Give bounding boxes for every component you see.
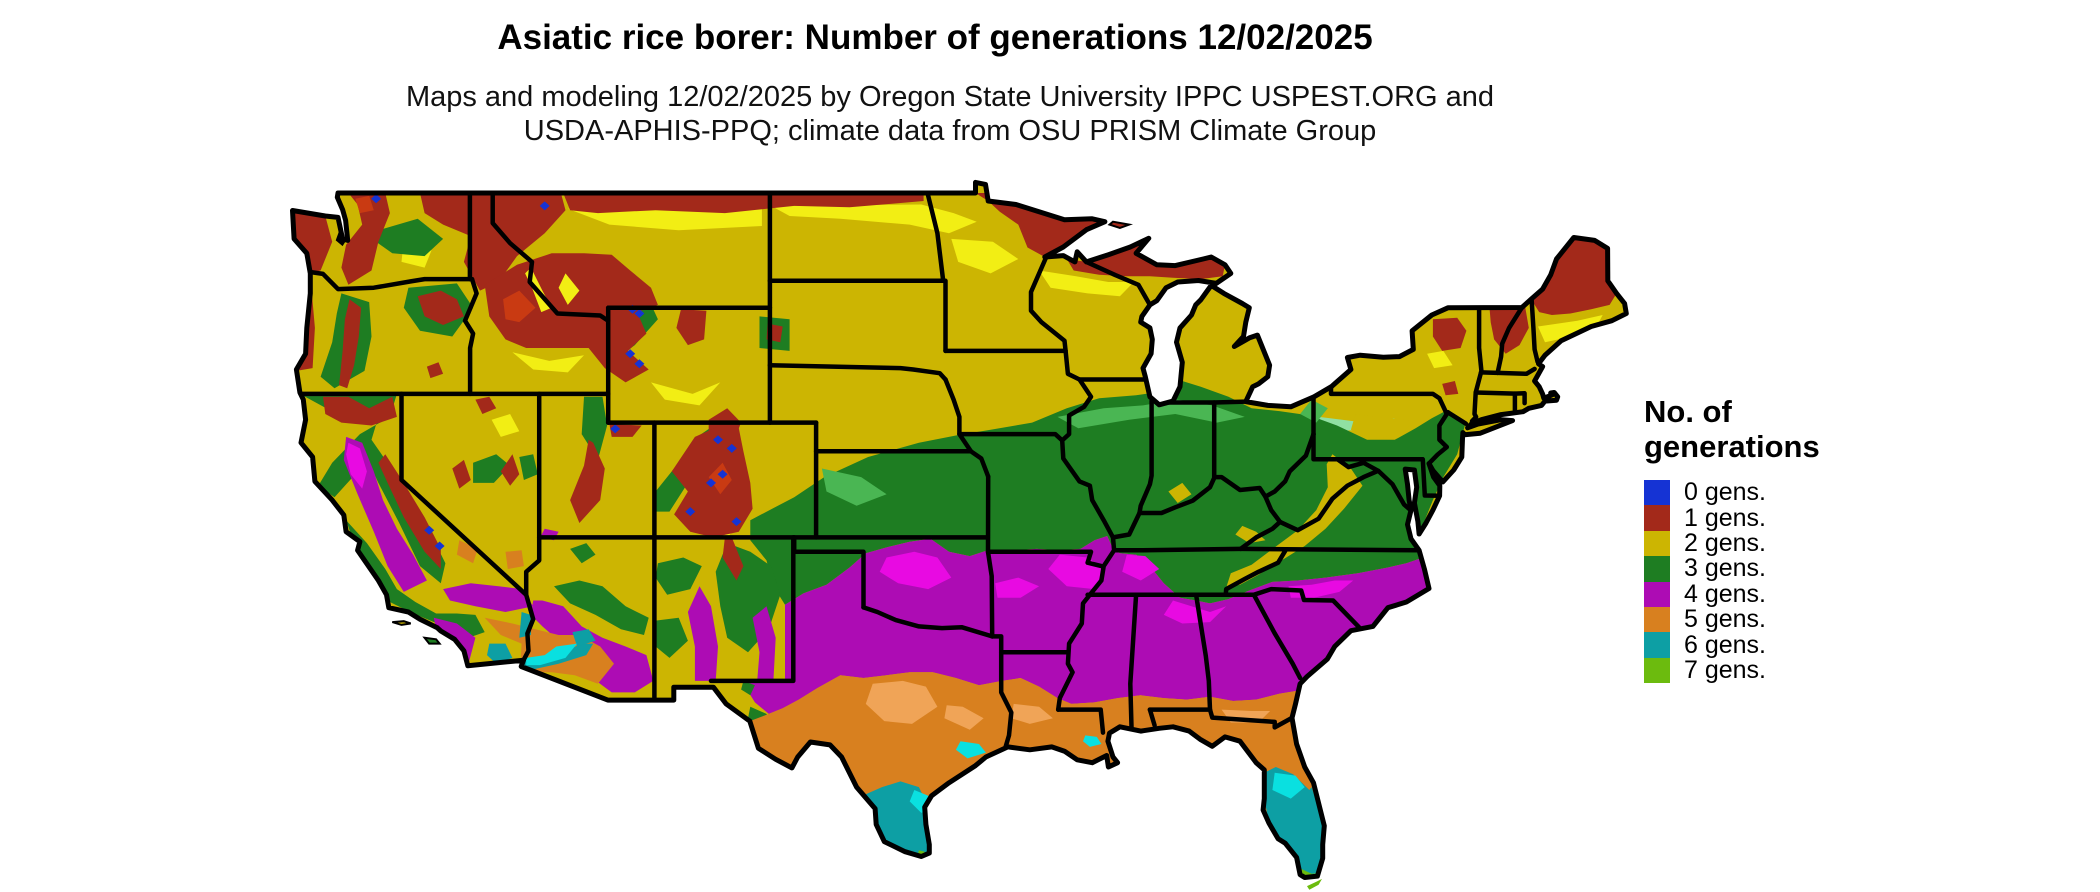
legend-item-5: 5 gens. <box>1644 605 1820 634</box>
zero-gens-dot <box>685 507 696 517</box>
legend-title: No. of generations <box>1644 394 1820 464</box>
legend-swatch-7 <box>1644 657 1670 684</box>
us-outline <box>290 179 1629 880</box>
legend-item-6: 6 gens. <box>1644 630 1820 659</box>
page-subtitle-line2: USDA-APHIS-PPQ; climate data from OSU PR… <box>523 115 1377 147</box>
page-subtitle: Maps and modeling 12/02/2025 by Oregon S… <box>0 80 1900 148</box>
legend-item-2: 2 gens. <box>1644 528 1820 557</box>
legend-swatch-1 <box>1644 505 1670 531</box>
island <box>392 620 412 626</box>
legend-swatch-6 <box>1644 632 1670 658</box>
legend-title-line2: generations <box>1644 429 1820 464</box>
legend-label-5: 5 gens. <box>1684 605 1767 634</box>
legend-swatch-3 <box>1644 556 1670 582</box>
map-fill-layers <box>292 182 1627 878</box>
island <box>1307 878 1322 890</box>
zero-gens-dot <box>424 525 435 535</box>
zero-gens-dot <box>634 359 645 369</box>
page-subtitle-line1: Maps and modeling 12/02/2025 by Oregon S… <box>405 81 1495 113</box>
legend-swatch-0 <box>1644 480 1670 506</box>
legend-swatch-4 <box>1644 581 1670 607</box>
legend-item-3: 3 gens. <box>1644 554 1820 583</box>
legend-item-7: 7 gens. <box>1644 655 1820 684</box>
zero-gens-dot <box>726 443 737 453</box>
zero-gens-dot <box>717 469 728 479</box>
legend-swatch-2 <box>1644 530 1670 557</box>
legend-label-0: 0 gens. <box>1684 478 1767 507</box>
zero-gens-dot <box>634 309 645 318</box>
legend-label-3: 3 gens. <box>1684 554 1767 583</box>
legend-label-7: 7 gens. <box>1684 655 1767 684</box>
legend-item-4: 4 gens. <box>1644 579 1820 608</box>
zero-gens-dot <box>371 194 382 204</box>
zero-gens-dot <box>625 349 636 359</box>
legend-item-1: 1 gens. <box>1644 503 1820 532</box>
zero-gens-dot <box>706 478 716 488</box>
legend-item-0: 0 gens. <box>1644 478 1820 507</box>
legend-label-6: 6 gens. <box>1684 630 1767 659</box>
zero-gens-dot <box>610 424 621 434</box>
island <box>1107 220 1134 230</box>
zero-gens-dot <box>434 541 445 551</box>
legend-label-1: 1 gens. <box>1684 503 1767 532</box>
zero-gens-dot <box>539 201 550 211</box>
legend-label-4: 4 gens. <box>1684 579 1767 608</box>
legend-items: 0 gens. 1 gens. 2 gens. 3 gens. 4 gens. 5 gen… <box>1644 478 1820 684</box>
zero-gens-dot <box>713 435 723 445</box>
page-title: Asiatic rice borer: Number of generation… <box>497 18 1373 57</box>
zero-gens-dot <box>731 517 742 527</box>
state-borders <box>297 190 1540 750</box>
legend-swatch-5 <box>1644 606 1670 633</box>
island <box>422 636 442 645</box>
legend-label-2: 2 gens. <box>1684 528 1767 557</box>
legend: No. of generations 0 gens. 1 gens. 2 gens.… <box>1644 394 1820 684</box>
legend-title-line1: No. of <box>1644 394 1732 429</box>
